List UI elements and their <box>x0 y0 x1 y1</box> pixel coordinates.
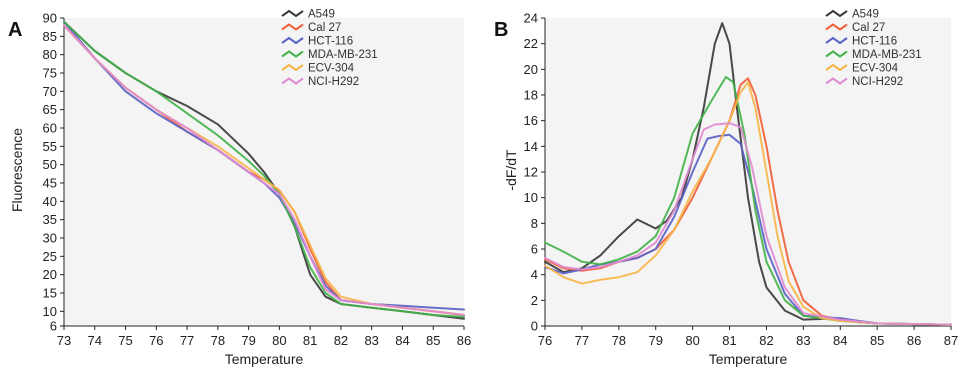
y-tick-label: 20 <box>524 62 538 77</box>
legend-entry: Cal 27 <box>308 22 341 34</box>
legend-entry: NCI-H292 <box>852 76 903 88</box>
legend-swatch <box>825 63 848 72</box>
legend-entry: ECV-304 <box>852 63 899 75</box>
y-tick-label: 50 <box>43 157 57 172</box>
legend-swatch <box>281 36 304 45</box>
x-tick-label: 77 <box>180 333 194 348</box>
y-tick-label: 10 <box>524 190 538 205</box>
y-tick-label: 0 <box>531 319 538 334</box>
x-tick-label: 80 <box>685 333 699 348</box>
y-tick-label: 45 <box>43 176 57 191</box>
y-tick-label: 35 <box>43 212 57 227</box>
series-line-nci-h292 <box>544 122 952 326</box>
x-tick-label: 87 <box>944 333 958 348</box>
x-tick-label: 86 <box>457 333 471 348</box>
legend-entry: Cal 27 <box>852 22 885 34</box>
y-tick-label: 65 <box>43 102 57 117</box>
legend-swatch <box>281 77 304 85</box>
y-tick-label: 90 <box>43 11 57 26</box>
legend-entry: MDA-MB-231 <box>852 49 922 61</box>
y-tick-label: 12 <box>524 165 538 180</box>
y-tick-label: 15 <box>43 286 57 301</box>
x-tick-label: 80 <box>272 333 286 348</box>
series-line-a549 <box>544 22 952 326</box>
x-axis-label: Temperature <box>709 351 788 367</box>
x-tick-label: 78 <box>211 333 225 348</box>
y-tick-label: 22 <box>524 36 538 51</box>
x-tick-label: 76 <box>149 333 163 348</box>
legend-entry: A549 <box>308 9 335 21</box>
x-tick-label: 85 <box>870 333 884 348</box>
legend-swatch <box>825 50 848 58</box>
y-tick-label: 75 <box>43 66 57 81</box>
panel-label: A <box>8 19 22 41</box>
y-tick-label: 85 <box>43 29 57 44</box>
legend-swatch <box>281 50 304 58</box>
legend-swatch <box>825 77 848 85</box>
y-tick-label: 60 <box>43 121 57 136</box>
y-tick-label: 18 <box>524 88 538 103</box>
x-tick-label: 82 <box>334 333 348 348</box>
x-axis-label: Temperature <box>225 351 304 367</box>
series-line-nci-h292 <box>63 24 465 316</box>
legend-entry: A549 <box>852 9 879 21</box>
y-axis-label: -dF/dT <box>503 149 519 191</box>
legend-swatch <box>281 63 304 72</box>
legend-entry: HCT-116 <box>852 36 897 48</box>
y-tick-label: 16 <box>524 113 538 128</box>
x-tick-label: 85 <box>426 333 440 348</box>
legend-swatch <box>281 23 304 31</box>
x-tick-label: 79 <box>648 333 662 348</box>
y-tick-label: 70 <box>43 84 57 99</box>
y-tick-label: 30 <box>43 231 57 246</box>
x-tick-label: 81 <box>722 333 736 348</box>
x-tick-label: 83 <box>796 333 810 348</box>
legend-entry: HCT-116 <box>308 36 353 48</box>
panel-label: B <box>494 19 508 41</box>
y-tick-label: 6 <box>531 242 538 257</box>
x-tick-label: 78 <box>612 333 626 348</box>
x-tick-label: 86 <box>907 333 921 348</box>
series-line-ecv-304 <box>544 81 952 326</box>
y-tick-label: 8 <box>531 216 538 231</box>
legend-swatch <box>281 9 304 18</box>
legend-entry: MDA-MB-231 <box>308 49 378 61</box>
x-tick-label: 81 <box>303 333 317 348</box>
legend-entry: ECV-304 <box>308 63 355 75</box>
x-tick-label: 76 <box>538 333 552 348</box>
x-tick-label: 73 <box>57 333 71 348</box>
x-tick-label: 83 <box>364 333 378 348</box>
y-tick-label: 2 <box>531 293 538 308</box>
legend-entry: NCI-H292 <box>308 76 359 88</box>
x-tick-label: 74 <box>88 333 102 348</box>
x-tick-label: 84 <box>833 333 847 348</box>
series-line-mda-mb-231 <box>544 76 952 326</box>
x-tick-label: 82 <box>759 333 773 348</box>
y-tick-label: 24 <box>524 11 538 26</box>
y-tick-label: 40 <box>43 194 57 209</box>
x-tick-label: 75 <box>118 333 132 348</box>
x-tick-label: 84 <box>395 333 409 348</box>
panel-a-fluorescence-chart: 610 15 20 25 30 35 40 45 50 55 60 65 70 75 80 85 90 73 74 7… <box>8 9 471 368</box>
y-tick-label: 4 <box>531 267 538 282</box>
y-tick-label: 25 <box>43 249 57 264</box>
y-tick-label: 80 <box>43 47 57 62</box>
x-tick-label: 77 <box>575 333 589 348</box>
y-tick-label: 55 <box>43 139 57 154</box>
y-tick-label: 10 <box>43 304 57 319</box>
x-tick-label: 79 <box>241 333 255 348</box>
y-tick-label: 6 <box>50 319 57 334</box>
y-tick-label: 14 <box>524 139 538 154</box>
legend-swatch <box>825 23 848 31</box>
legend-swatch <box>825 9 848 18</box>
y-tick-label: 20 <box>43 267 57 282</box>
y-axis-label: Fluorescence <box>9 128 25 212</box>
legend-swatch <box>825 36 848 45</box>
